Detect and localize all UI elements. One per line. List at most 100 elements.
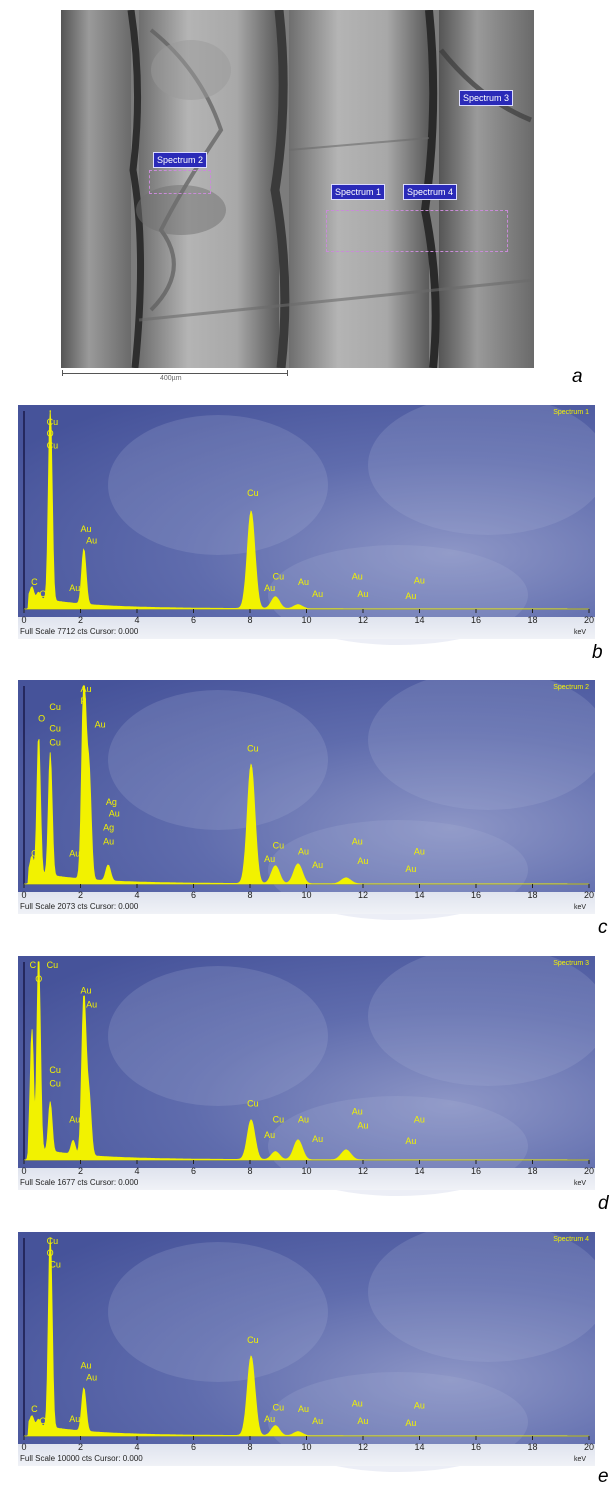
element-label-14: Cu bbox=[273, 840, 285, 850]
spectrum-title: Spectrum 1 bbox=[553, 409, 589, 416]
spectrum-peak-3 bbox=[83, 552, 85, 555]
element-label-2: Cu bbox=[47, 441, 59, 451]
full-scale-readout: Full Scale 7712 cts Cursor: 0.000 bbox=[20, 627, 139, 636]
element-label-12: Au bbox=[312, 1416, 323, 1426]
x-tick-label: 14 bbox=[414, 1166, 425, 1176]
element-label-20: Au bbox=[414, 846, 425, 856]
element-label-16: Au bbox=[405, 1136, 416, 1146]
element-label-4: Au bbox=[86, 536, 97, 546]
scale-bar-tick-right bbox=[287, 370, 288, 376]
x-tick-label: 10 bbox=[301, 1442, 312, 1452]
x-tick-label: 18 bbox=[527, 890, 538, 900]
element-label-4: Au bbox=[86, 1000, 97, 1010]
element-label-7: O bbox=[40, 589, 47, 599]
spectrum-peak-4 bbox=[250, 511, 252, 513]
spectrum-1-box bbox=[326, 210, 508, 252]
element-label-21: Au bbox=[405, 864, 416, 874]
plot-background bbox=[18, 405, 595, 617]
panel-letter-c: c bbox=[598, 917, 608, 938]
x-tick-label: 20 bbox=[583, 1442, 595, 1452]
spectrum-peak-9 bbox=[345, 1149, 347, 1151]
spectrum-2-label: Spectrum 2 bbox=[153, 152, 208, 168]
x-tick-label: 12 bbox=[357, 1166, 369, 1176]
x-tick-label: 12 bbox=[357, 890, 369, 900]
full-scale-readout: Full Scale 2073 cts Cursor: 0.000 bbox=[20, 902, 139, 911]
x-tick-label: 10 bbox=[301, 1166, 312, 1176]
spectrum-peak-2 bbox=[49, 1237, 52, 1239]
background-texture bbox=[108, 1242, 328, 1382]
element-label-2: O bbox=[35, 974, 42, 984]
x-tick-label: 20 bbox=[583, 890, 595, 900]
element-label-15: Au bbox=[264, 854, 275, 864]
element-label-0: Au bbox=[81, 684, 92, 694]
spectrum-peak-4 bbox=[83, 1000, 85, 1003]
x-axis-unit: keV bbox=[574, 629, 587, 636]
panel-letter-b: b bbox=[592, 642, 603, 663]
element-label-7: O bbox=[40, 1416, 47, 1426]
background-texture bbox=[368, 956, 595, 1086]
spectrum-series bbox=[24, 961, 589, 1161]
scale-bar-label: 400µm bbox=[160, 375, 182, 382]
element-label-2: Cu bbox=[49, 1260, 61, 1270]
x-tick-label: 4 bbox=[134, 1166, 140, 1176]
x-tick-label: 2 bbox=[77, 1166, 84, 1176]
element-label-3: Au bbox=[81, 1361, 92, 1371]
x-tick-label: 2 bbox=[77, 1442, 84, 1452]
spectrum-3-label: Spectrum 3 bbox=[459, 90, 514, 106]
axis-band bbox=[18, 892, 595, 914]
background-texture bbox=[108, 966, 328, 1106]
element-label-5: Cu bbox=[49, 737, 61, 747]
background-texture bbox=[368, 1232, 595, 1362]
eds-plot-area: AuPCuOCuCuAuAgAuAgAuAuCCuCuAuAuAuAuAuAuA… bbox=[18, 680, 595, 920]
element-label-3: Au bbox=[81, 524, 92, 534]
x-tick-label: 6 bbox=[190, 890, 197, 900]
x-tick-label: 16 bbox=[470, 615, 482, 625]
full-scale-readout: Full Scale 10000 cts Cursor: 0.000 bbox=[20, 1454, 143, 1463]
x-tick-label: 16 bbox=[470, 1166, 482, 1176]
spectrum-peak-6 bbox=[250, 1119, 252, 1122]
panel-letter-d: d bbox=[598, 1193, 609, 1214]
x-tick-label: 10 bbox=[301, 615, 312, 625]
spectrum-peak-8 bbox=[297, 1139, 299, 1141]
element-label-7: Ag bbox=[106, 797, 117, 807]
spectrum-peak-2 bbox=[49, 1109, 52, 1112]
eds-spectrum-2: Au P Cu O Cu Cu Au Ag Au Ag Au Au C Cu Cu Au Au Au Au Au Au A… bbox=[18, 680, 595, 930]
spectrum-peak-1 bbox=[37, 1429, 40, 1431]
x-tick-label: 4 bbox=[134, 1442, 140, 1452]
element-label-19: Au bbox=[357, 856, 368, 866]
element-label-18: Au bbox=[352, 836, 363, 846]
plot-background bbox=[18, 680, 595, 892]
element-label-12: C bbox=[31, 848, 38, 858]
x-tick-label: 20 bbox=[583, 1166, 595, 1176]
spectrum-series bbox=[24, 410, 589, 610]
x-tick-label: 4 bbox=[134, 890, 140, 900]
x-tick-label: 18 bbox=[527, 1442, 538, 1452]
element-label-17: Au bbox=[312, 860, 323, 870]
element-label-8: Cu bbox=[247, 1099, 259, 1109]
element-label-15: Au bbox=[414, 1114, 425, 1124]
x-tick-label: 6 bbox=[190, 1442, 197, 1452]
x-tick-label: 10 bbox=[301, 890, 312, 900]
scale-bar bbox=[62, 373, 288, 374]
axis-band bbox=[18, 1168, 595, 1190]
axis-band bbox=[18, 617, 595, 639]
element-label-0: Cu bbox=[47, 417, 59, 427]
element-label-11: Au bbox=[69, 848, 80, 858]
element-label-8: Cu bbox=[247, 488, 259, 498]
spectrum-peak-0 bbox=[31, 598, 33, 600]
spectrum-peak-1 bbox=[37, 602, 40, 604]
x-tick-label: 20 bbox=[583, 615, 595, 625]
spectrum-4-label: Spectrum 4 bbox=[403, 184, 458, 200]
element-label-13: Cu bbox=[247, 743, 259, 753]
element-label-10: Au bbox=[103, 836, 114, 846]
element-label-11: Au bbox=[298, 1404, 309, 1414]
element-label-16: Au bbox=[298, 846, 309, 856]
x-axis-unit: keV bbox=[574, 904, 587, 911]
x-axis-unit: keV bbox=[574, 1456, 587, 1463]
element-label-15: Au bbox=[414, 575, 425, 585]
background-texture bbox=[108, 690, 328, 830]
element-label-13: Au bbox=[352, 1398, 363, 1408]
spectrum-peak-3 bbox=[83, 685, 85, 687]
spectrum-peak-0 bbox=[31, 867, 33, 869]
